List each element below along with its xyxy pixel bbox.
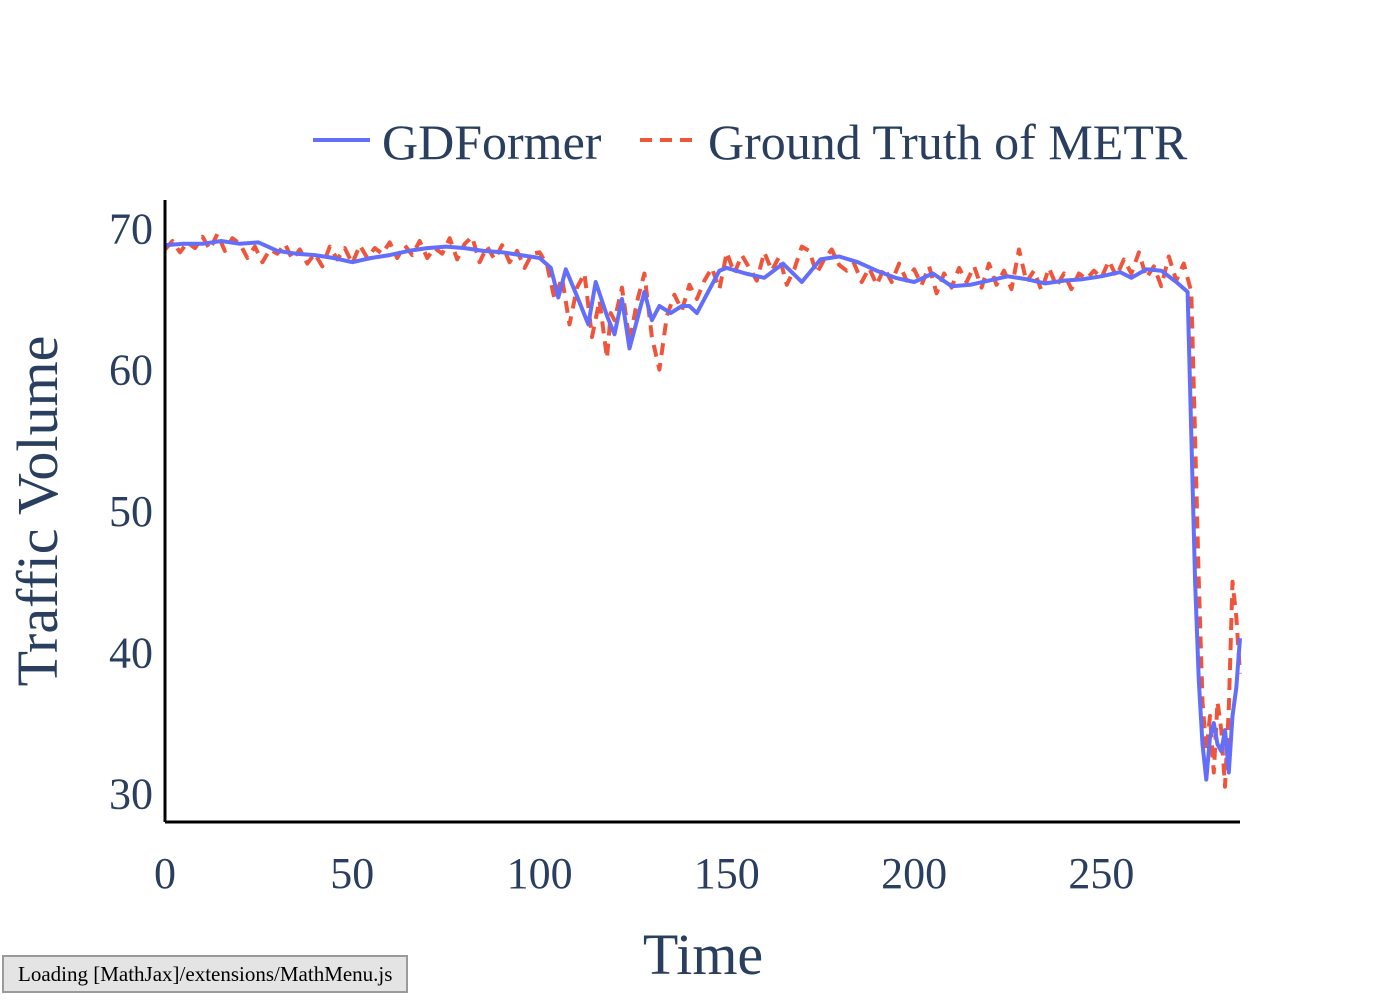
y-tick-label: 50 xyxy=(109,487,153,536)
x-tick-label: 250 xyxy=(1068,849,1134,898)
y-axis-title: Traffic Volume xyxy=(5,336,70,687)
y-tick-label: 30 xyxy=(109,770,153,819)
x-tick-label: 0 xyxy=(154,849,176,898)
series-line-gdformer xyxy=(164,239,1242,782)
legend[interactable]: GDFormer Ground Truth of METR xyxy=(313,114,1188,170)
x-tick-label: 200 xyxy=(881,849,947,898)
y-tick-labels: 30 40 50 60 70 xyxy=(109,204,153,818)
status-bar: Loading [MathJax]/extensions/MathMenu.js xyxy=(2,955,409,993)
plot-area xyxy=(163,231,1242,789)
x-axis-title: Time xyxy=(643,922,763,987)
x-tick-labels: 0 50 100 150 200 250 xyxy=(154,849,1134,898)
y-tick-label: 40 xyxy=(109,628,153,677)
x-tick-label: 100 xyxy=(507,849,573,898)
x-tick-label: 150 xyxy=(694,849,760,898)
legend-label-ground-truth: Ground Truth of METR xyxy=(708,114,1188,170)
status-text: Loading [MathJax]/extensions/MathMenu.js xyxy=(18,962,393,986)
y-tick-label: 60 xyxy=(109,346,153,395)
x-tick-label: 50 xyxy=(330,849,374,898)
series-line-ground-truth xyxy=(163,231,1242,789)
legend-label-gdformer: GDFormer xyxy=(382,114,602,170)
y-tick-label: 70 xyxy=(109,204,153,253)
